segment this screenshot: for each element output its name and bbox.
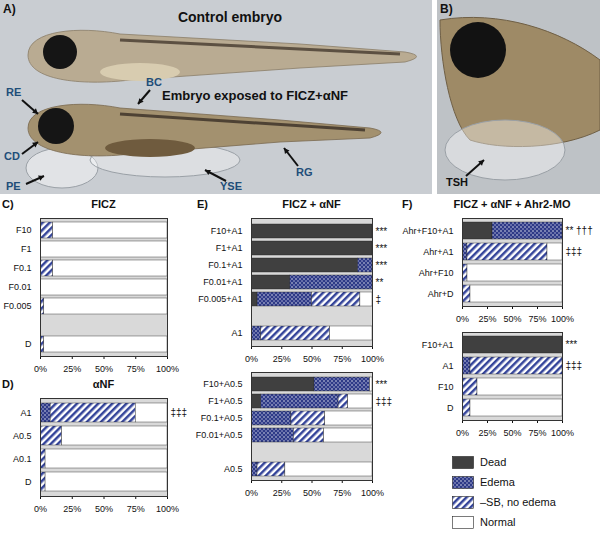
- svg-text:75%: 75%: [127, 504, 145, 514]
- svg-text:F1+A0.5: F1+A0.5: [208, 396, 242, 406]
- svg-text:50%: 50%: [95, 364, 113, 374]
- svg-text:50%: 50%: [503, 428, 521, 438]
- svg-text:0%: 0%: [245, 488, 258, 498]
- svg-text:***: ***: [376, 243, 388, 254]
- svg-text:F1+A1: F1+A1: [216, 243, 243, 253]
- svg-text:CD: CD: [4, 150, 20, 162]
- svg-text:100%: 100%: [361, 488, 384, 498]
- svg-text:‡‡‡: ‡‡‡: [376, 396, 393, 407]
- svg-text:25%: 25%: [63, 504, 81, 514]
- svg-text:75%: 75%: [127, 364, 145, 374]
- svg-text:F0.005: F0.005: [3, 301, 31, 311]
- svg-text:F1: F1: [21, 244, 32, 254]
- svg-text:75%: 75%: [333, 354, 351, 364]
- svg-text:F0.1: F0.1: [13, 263, 31, 273]
- svg-text:0%: 0%: [456, 428, 469, 438]
- svg-text:50%: 50%: [303, 354, 321, 364]
- html-text:D): D): [2, 378, 14, 390]
- svg-text:***: ***: [376, 226, 388, 237]
- html-text:–SB, no edema: –SB, no edema: [480, 496, 556, 508]
- svg-text:25%: 25%: [273, 488, 291, 498]
- svg-text:50%: 50%: [303, 488, 321, 498]
- svg-text:‡‡‡: ‡‡‡: [171, 407, 188, 418]
- svg-text:25%: 25%: [273, 354, 291, 364]
- html-text:FICZ: FICZ: [91, 198, 116, 210]
- svg-text:RG: RG: [296, 166, 313, 178]
- svg-text:PE: PE: [6, 180, 21, 192]
- svg-text:50%: 50%: [503, 314, 521, 324]
- svg-text:YSE: YSE: [220, 180, 242, 192]
- svg-text:A): A): [3, 2, 16, 16]
- svg-text:100%: 100%: [156, 504, 179, 514]
- html-text:Edema: Edema: [480, 476, 515, 488]
- svg-text:F0.1+A0.5: F0.1+A0.5: [201, 413, 243, 423]
- svg-text:D: D: [25, 339, 32, 349]
- svg-text:F10: F10: [16, 225, 32, 235]
- svg-text:TSH: TSH: [446, 176, 468, 188]
- svg-text:‡‡‡: ‡‡‡: [566, 246, 583, 257]
- svg-text:25%: 25%: [63, 364, 81, 374]
- svg-text:75%: 75%: [528, 314, 546, 324]
- svg-text:50%: 50%: [95, 504, 113, 514]
- svg-text:75%: 75%: [333, 488, 351, 498]
- svg-text:75%: 75%: [528, 428, 546, 438]
- svg-text:‡‡‡: ‡‡‡: [566, 360, 583, 371]
- svg-text:100%: 100%: [551, 314, 574, 324]
- html-text:Dead: Dead: [480, 456, 507, 468]
- svg-text:F0.01: F0.01: [8, 282, 31, 292]
- svg-text:F10: F10: [438, 382, 454, 392]
- svg-text:Ahr+D: Ahr+D: [428, 289, 454, 299]
- svg-text:** †††: ** †††: [566, 225, 593, 236]
- svg-text:25%: 25%: [478, 314, 496, 324]
- svg-text:100%: 100%: [551, 428, 574, 438]
- svg-text:D: D: [447, 403, 454, 413]
- svg-text:F0.01+A0.5: F0.01+A0.5: [196, 430, 243, 440]
- svg-text:Ahr+A1: Ahr+A1: [423, 247, 453, 257]
- svg-text:Control embryo: Control embryo: [178, 9, 282, 25]
- svg-text:0%: 0%: [34, 364, 47, 374]
- svg-text:100%: 100%: [361, 354, 384, 364]
- html-text:αNF: αNF: [92, 378, 115, 390]
- html-text:Normal: Normal: [480, 516, 516, 528]
- svg-text:***: ***: [566, 339, 578, 350]
- svg-text:F0.005+A1: F0.005+A1: [198, 294, 242, 304]
- svg-text:F0.1+A1: F0.1+A1: [208, 260, 242, 270]
- svg-text:A0.5: A0.5: [224, 464, 243, 474]
- svg-text:25%: 25%: [478, 428, 496, 438]
- svg-text:0%: 0%: [34, 504, 47, 514]
- svg-text:‡: ‡: [376, 294, 382, 305]
- svg-text:Ahr+F10+A1: Ahr+F10+A1: [402, 226, 453, 236]
- svg-text:A0.1: A0.1: [13, 454, 32, 464]
- svg-text:F10+A1: F10+A1: [422, 340, 454, 350]
- svg-text:***: ***: [376, 260, 388, 271]
- svg-text:RE: RE: [6, 86, 21, 98]
- svg-text:**: **: [376, 277, 384, 288]
- svg-text:0%: 0%: [245, 354, 258, 364]
- svg-text:A1: A1: [442, 361, 453, 371]
- svg-text:F10+A1: F10+A1: [211, 226, 243, 236]
- svg-text:100%: 100%: [156, 364, 179, 374]
- svg-text:A0.5: A0.5: [13, 431, 32, 441]
- svg-text:BC: BC: [146, 76, 162, 88]
- html-text:E): E): [197, 198, 208, 210]
- html-text:FICZ + αNF: FICZ + αNF: [282, 198, 341, 210]
- svg-text:***: ***: [376, 379, 388, 390]
- svg-text:A1: A1: [231, 328, 242, 338]
- html-text:FICZ + αNF + Ahr2-MO: FICZ + αNF + Ahr2-MO: [453, 198, 571, 210]
- html-text:C): C): [2, 198, 14, 210]
- svg-text:Ahr+F10: Ahr+F10: [419, 268, 454, 278]
- svg-text:B): B): [440, 2, 453, 16]
- svg-text:F0.01+A1: F0.01+A1: [203, 277, 242, 287]
- html-text:F): F): [402, 198, 413, 210]
- svg-text:0%: 0%: [456, 314, 469, 324]
- svg-text:Embryo exposed to FICZ+αNF: Embryo exposed to FICZ+αNF: [162, 88, 348, 103]
- svg-text:F10+A0.5: F10+A0.5: [203, 379, 242, 389]
- svg-text:A1: A1: [20, 408, 31, 418]
- svg-text:D: D: [25, 477, 32, 487]
